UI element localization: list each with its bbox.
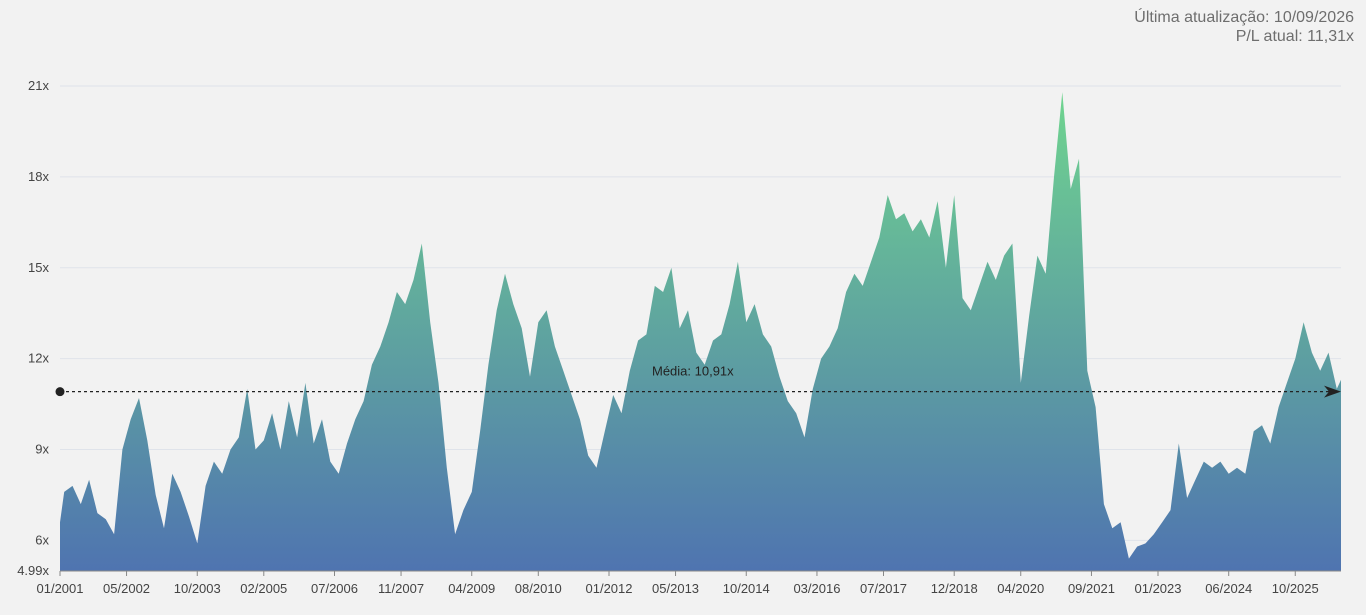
current-pl-text: P/L atual: 11,31x bbox=[1235, 28, 1354, 45]
x-tick-label: 01/2012 bbox=[586, 581, 633, 596]
average-label: Média: 10,91x bbox=[652, 364, 734, 379]
x-tick-label: 09/2021 bbox=[1068, 581, 1115, 596]
x-tick-label: 01/2023 bbox=[1135, 581, 1182, 596]
x-tick-label: 11/2007 bbox=[378, 581, 424, 596]
x-tick-label: 08/2010 bbox=[515, 581, 562, 596]
x-tick-label: 10/2025 bbox=[1272, 581, 1319, 596]
y-tick-label: 12x bbox=[28, 351, 49, 366]
x-tick-label: 03/2016 bbox=[793, 581, 840, 596]
x-tick-label: 05/2002 bbox=[103, 581, 150, 596]
x-tick-label: 06/2024 bbox=[1205, 581, 1252, 596]
y-tick-label: 15x bbox=[28, 260, 49, 275]
last-update-text: Última atualização: 10/09/2026 bbox=[1134, 9, 1354, 26]
x-tick-label: 10/2003 bbox=[174, 581, 221, 596]
average-line-group: Média: 10,91x bbox=[55, 364, 1341, 398]
x-tick-label: 10/2014 bbox=[723, 581, 770, 596]
x-tick-label: 04/2009 bbox=[448, 581, 495, 596]
x-tick-label: 02/2005 bbox=[240, 581, 287, 596]
y-tick-label: 6x bbox=[35, 532, 49, 547]
x-tick-label: 05/2013 bbox=[652, 581, 699, 596]
average-arrow-icon bbox=[1324, 385, 1341, 398]
y-tick-label: 9x bbox=[35, 442, 49, 457]
average-start-dot bbox=[55, 387, 65, 397]
pl-area bbox=[60, 92, 1341, 571]
y-tick-label: 4.99x bbox=[17, 563, 49, 578]
x-tick-label: 07/2006 bbox=[311, 581, 358, 596]
y-tick-label: 21x bbox=[28, 78, 49, 93]
axes: 4.99x 6x 9x 12x 15x 18x 21x 01/2001 05/2002 10/20… bbox=[17, 78, 1341, 596]
area-series bbox=[60, 92, 1341, 571]
header-info: Última atualização: 10/09/2026 P/L atual… bbox=[1134, 8, 1354, 46]
x-tick-label: 01/2001 bbox=[37, 581, 84, 596]
x-tick-label: 07/2017 bbox=[860, 581, 907, 596]
y-tick-label: 18x bbox=[28, 169, 49, 184]
x-tick-label: 04/2020 bbox=[997, 581, 1044, 596]
x-tick-label: 12/2018 bbox=[931, 581, 978, 596]
